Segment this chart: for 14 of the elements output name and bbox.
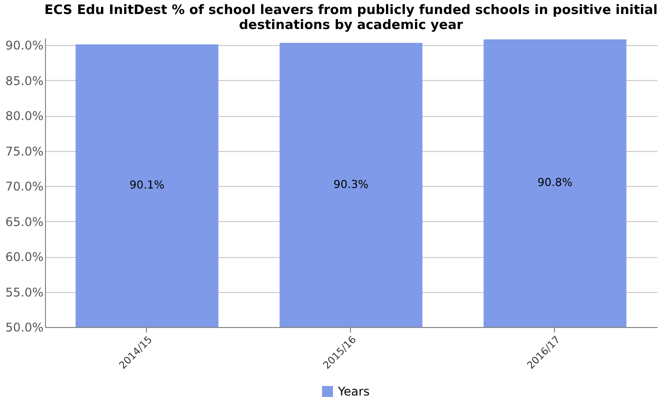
- y-tick-label: 60.0%: [5, 250, 44, 264]
- data-label: 90.1%: [130, 178, 164, 192]
- y-tick-label: 90.0%: [5, 38, 44, 53]
- data-label: 90.3%: [334, 178, 368, 191]
- y-tick-label: 80.0%: [5, 109, 44, 124]
- chart-title: ECS Edu InitDest % of school leavers from publicly funded schools in positive initial destinations by academic year: [44, 3, 658, 33]
- data-label: 90.8%: [538, 176, 572, 190]
- y-tick-label: 55.0%: [5, 285, 44, 300]
- y-tick-label: 85.0%: [5, 74, 44, 88]
- legend-label: Years: [337, 384, 370, 398]
- y-tick-label: 65.0%: [5, 214, 44, 229]
- y-tick-label: 50.0%: [5, 320, 44, 334]
- y-tick-label: 70.0%: [5, 180, 44, 194]
- y-tick-label: 75.0%: [5, 144, 44, 158]
